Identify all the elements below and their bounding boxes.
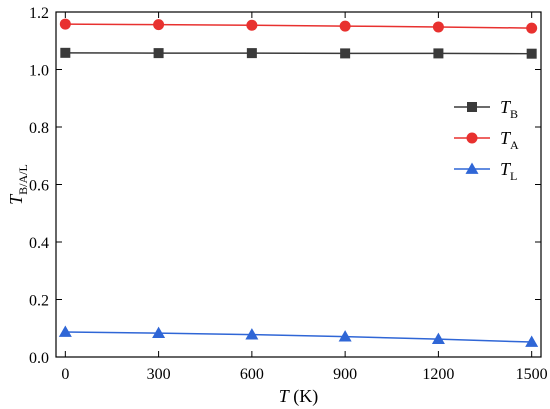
legend-subscript: B [510, 107, 518, 121]
x-axis-title: T (K) [279, 386, 319, 407]
data-point-A [59, 18, 71, 30]
series-line-B [65, 52, 532, 55]
legend-label-A: TA [500, 128, 519, 152]
legend-symbol: T [500, 128, 512, 148]
legend-symbol: T [500, 97, 512, 117]
y-axis-title: TB/A/L [6, 164, 30, 205]
x-tick-label: 300 [147, 366, 171, 383]
x-tick-label: 600 [240, 366, 264, 383]
y-tick-label: 0.0 [29, 350, 49, 367]
y-tick-label: 0.6 [29, 178, 49, 195]
data-point-B [433, 48, 444, 59]
y-axis-title-subscript: B/A/L [16, 164, 30, 195]
data-point-L [525, 335, 539, 347]
series-line-L [65, 331, 532, 343]
x-axis-title-unit: (K) [289, 386, 319, 407]
x-tick-label: 1500 [516, 366, 548, 383]
y-tick-label: 1.2 [29, 5, 49, 22]
data-point-L [152, 326, 166, 339]
legend-marker-L [465, 162, 479, 174]
data-point-B [340, 48, 351, 59]
data-point-B [153, 48, 164, 59]
x-axis-title-symbol: T [279, 386, 291, 406]
data-point-B [246, 48, 257, 59]
x-tick-label: 0 [61, 366, 69, 383]
legend-subscript: A [510, 138, 519, 152]
y-tick-label: 1.0 [29, 63, 49, 80]
plot-frame [55, 11, 542, 358]
y-axis-title-symbol: T [6, 193, 26, 205]
data-point-A [526, 22, 538, 34]
x-tick-label: 900 [333, 366, 357, 383]
data-point-A [432, 21, 444, 33]
y-tick-label: 0.8 [29, 120, 49, 137]
data-point-A [246, 19, 258, 31]
data-point-B [526, 48, 537, 59]
y-tick-label: 0.4 [29, 235, 49, 252]
series-line-A [65, 23, 532, 29]
legend-symbol: T [500, 159, 512, 179]
data-point-L [338, 330, 352, 342]
legend-marker-A [466, 132, 478, 144]
legend-label-B: TB [500, 97, 518, 121]
data-point-L [431, 332, 445, 345]
data-point-B [60, 47, 71, 58]
legend-marker-B [467, 102, 477, 112]
data-point-L [245, 328, 259, 340]
legend-subscript: L [510, 169, 517, 183]
y-tick-label: 0.2 [29, 293, 49, 310]
data-point-A [153, 19, 165, 31]
x-tick-label: 1200 [422, 366, 454, 383]
data-point-A [339, 20, 351, 32]
data-point-L [58, 325, 72, 337]
legend-label-L: TL [500, 159, 517, 183]
